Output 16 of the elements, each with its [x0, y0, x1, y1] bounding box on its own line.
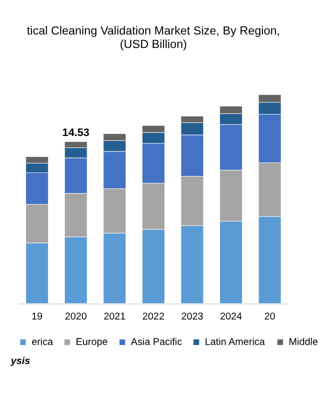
- x-tick-label: 2021: [104, 311, 126, 322]
- x-tick-label: 20: [264, 311, 276, 322]
- annotation: 14.53: [62, 127, 90, 140]
- text: (USD Billion): [120, 38, 187, 52]
- text: tical Cleaning Validation Market Size, By Region,: [26, 24, 280, 38]
- legend-label: Europe: [76, 336, 108, 348]
- x-tick-label: 19: [32, 311, 44, 322]
- legend-label: Latin America: [204, 336, 266, 348]
- x-tick-label: 2020: [64, 311, 88, 322]
- x-tick-label: 2022: [142, 311, 165, 322]
- legend-label: erica: [32, 336, 54, 348]
- legend-label: Middle: [288, 336, 318, 348]
- text: ysis: [10, 356, 31, 367]
- legend-label: Asia Pacific: [130, 336, 182, 348]
- x-tick-label: 2023: [181, 311, 204, 322]
- x-tick-label: 2024: [220, 311, 243, 322]
